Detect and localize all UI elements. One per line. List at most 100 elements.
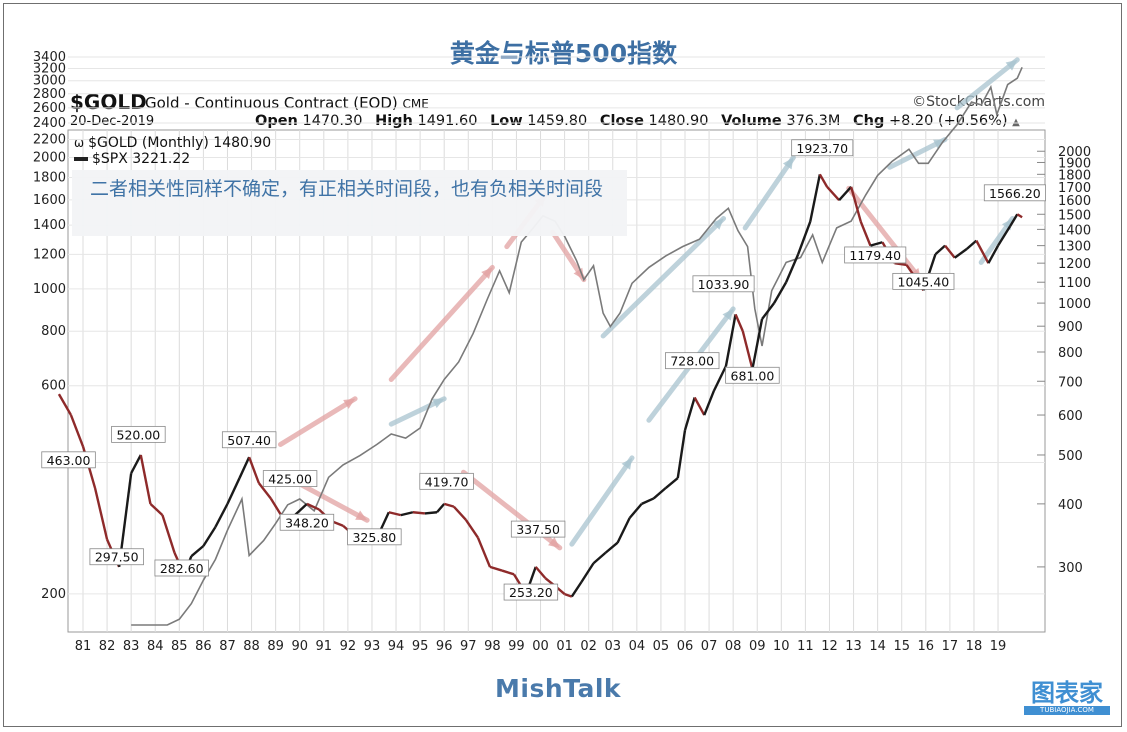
- high-label: High: [375, 113, 413, 129]
- left-tick-label: 3200: [33, 61, 66, 76]
- left-tick-label: 1600: [33, 193, 66, 208]
- data-label: 348.20: [285, 515, 329, 530]
- source-label: ©StockCharts.com: [912, 94, 1045, 110]
- trend-arrow-blue: [569, 455, 635, 547]
- gold-segment: [69, 414, 85, 447]
- left-tick-label: 600: [41, 379, 66, 394]
- data-label-box: [692, 275, 755, 293]
- x-tick-label: 03: [604, 639, 621, 654]
- legend-spx-swatch: [74, 157, 88, 161]
- data-label: 1179.40: [849, 248, 901, 263]
- arrow-head: [548, 537, 560, 548]
- gold-segment: [703, 390, 716, 416]
- left-tick-label: 1000: [33, 282, 66, 297]
- gold-segment: [592, 551, 607, 565]
- x-tick-label: 92: [340, 639, 357, 654]
- left-tick-label: 200: [41, 587, 66, 602]
- low-label: Low: [490, 113, 523, 129]
- x-tick-label: 90: [291, 639, 308, 654]
- x-tick-label: 93: [364, 639, 381, 654]
- annotation-note: 二者相关性同样不确定，有正相关时间段，也有负相关时间段: [72, 170, 627, 236]
- x-tick-label: 82: [99, 639, 116, 654]
- x-tick-label: 96: [436, 639, 453, 654]
- right-tick-label: 400: [1058, 498, 1083, 513]
- x-tick-label: 11: [797, 639, 814, 654]
- x-tick-label: 10: [773, 639, 790, 654]
- arrow-head: [1005, 59, 1018, 71]
- date-label: 20-Dec-2019: [70, 114, 155, 129]
- data-label-box: [503, 583, 559, 601]
- legend-spx: $SPX 3221.22: [92, 151, 191, 167]
- arrow-head: [355, 510, 368, 521]
- x-tick-label: 84: [147, 639, 164, 654]
- watermark-sub: TUBIAOJIA.COM: [1024, 706, 1110, 715]
- gold-segment: [226, 477, 241, 505]
- x-tick-label: 00: [532, 639, 549, 654]
- gold-segment: [641, 497, 655, 505]
- open-value: 1470.30: [302, 113, 363, 129]
- legend: ω $GOLD (Monthly) 1480.90 $SPX 3221.22: [74, 135, 271, 167]
- right-tick-label: 1500: [1058, 208, 1091, 223]
- right-tick-label: 1200: [1058, 257, 1091, 272]
- gold-segment: [238, 456, 251, 479]
- x-tick-label: 09: [749, 639, 766, 654]
- data-label-box: [419, 472, 474, 490]
- gold-segment: [616, 517, 631, 544]
- x-tick-label: 15: [893, 639, 910, 654]
- up-triangle-icon: ▲: [1012, 117, 1020, 128]
- brand-label: MishTalk: [495, 674, 622, 703]
- gold-segment: [294, 502, 308, 516]
- data-label: 325.80: [352, 530, 396, 545]
- data-label-box: [41, 451, 96, 469]
- right-tick-label: 900: [1058, 320, 1083, 335]
- gold-segment: [785, 253, 800, 283]
- low-value: 1459.80: [527, 113, 588, 129]
- gold-segment: [443, 502, 455, 508]
- data-label-box: [347, 528, 402, 546]
- right-tick-label: 1900: [1058, 156, 1091, 171]
- trend-arrow-red: [277, 396, 358, 447]
- trend-arrow-blue: [600, 216, 727, 339]
- gold-segment: [693, 396, 706, 416]
- watermark-logo: 图表家: [1031, 679, 1103, 707]
- gold-segment: [987, 245, 1000, 264]
- gold-segment: [734, 313, 744, 332]
- volume-value: 376.3M: [786, 113, 841, 129]
- data-label: 337.50: [516, 522, 560, 537]
- x-tick-label: 18: [966, 639, 983, 654]
- gold-segment: [501, 569, 515, 576]
- gold-segment: [652, 487, 667, 500]
- gold-segment: [797, 221, 812, 255]
- x-tick-label: 88: [243, 639, 260, 654]
- right-tick-label: 1100: [1058, 276, 1091, 291]
- gold-segment: [257, 482, 272, 500]
- x-tick-label: 17: [942, 639, 959, 654]
- right-tick-label: 2000: [1058, 145, 1091, 160]
- right-tick-label: 700: [1058, 375, 1083, 390]
- gold-segment: [859, 221, 872, 247]
- right-tick-label: 600: [1058, 409, 1083, 424]
- x-tick-label: 07: [701, 639, 718, 654]
- x-tick-label: 89: [267, 639, 284, 654]
- gold-segment: [424, 511, 438, 515]
- gold-segment: [412, 511, 426, 515]
- data-label: 297.50: [95, 550, 139, 565]
- x-tick-label: 83: [123, 639, 140, 654]
- trend-arrow-blue: [954, 57, 1020, 111]
- x-tick-label: 16: [918, 639, 935, 654]
- arrow-head: [782, 157, 794, 170]
- data-label: 681.00: [731, 368, 775, 383]
- data-label: 1923.70: [796, 141, 848, 156]
- left-tick-label: 3000: [33, 74, 66, 89]
- data-label-box: [844, 246, 907, 264]
- arrow-head: [481, 267, 493, 279]
- left-tick-label: 800: [41, 324, 66, 339]
- legend-gold: $GOLD (Monthly) 1480.90: [88, 135, 272, 151]
- gold-segment: [534, 566, 547, 579]
- gold-segment: [761, 302, 776, 320]
- data-label-box: [111, 425, 166, 443]
- x-tick-label: 97: [460, 639, 477, 654]
- x-tick-label: 01: [556, 639, 573, 654]
- gold-segment: [476, 537, 492, 568]
- gold-segment: [849, 186, 862, 223]
